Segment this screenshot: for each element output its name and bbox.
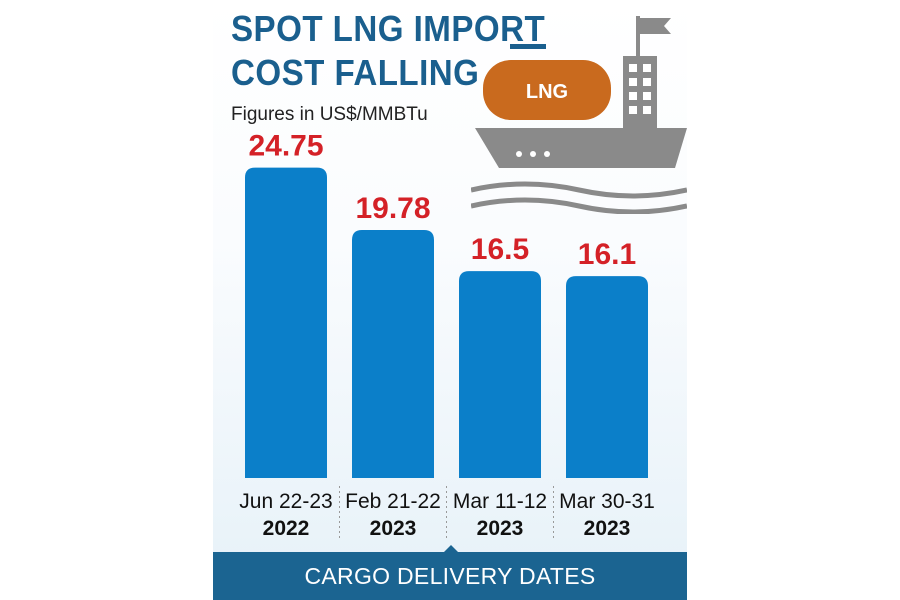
footer-notch (443, 545, 459, 553)
bar-2 (352, 229, 434, 478)
infographic-panel: SPOT LNG IMPORT COST FALLING Figures in … (213, 0, 687, 600)
value-label-4: 16.1 (578, 238, 636, 271)
lng-tank-label: LNG (526, 81, 568, 103)
wave-line-1 (471, 181, 687, 199)
category-dates-label-2: Feb 21-22 (345, 490, 441, 513)
title-line-1: SPOT LNG IMPORT (231, 8, 546, 49)
title-underscore (510, 44, 546, 49)
category-year-label-2: 2023 (370, 517, 417, 540)
category-year-label-1: 2022 (263, 517, 310, 540)
ship-hull (475, 128, 687, 168)
title-line-2: COST FALLING (231, 52, 480, 93)
category-year-label-4: 2023 (584, 517, 631, 540)
bridge-windows (629, 64, 651, 114)
bar-1 (245, 167, 327, 478)
value-label-2: 19.78 (355, 192, 430, 225)
category-dates-label-1: Jun 22-23 (239, 490, 332, 513)
category-year-label-3: 2023 (477, 517, 524, 540)
category-dates-label-4: Mar 30-31 (559, 490, 655, 513)
value-label-3: 16.5 (471, 233, 529, 266)
wave-line-2 (471, 197, 687, 214)
lng-tank (483, 60, 611, 120)
bar-chart: 24.75 Jun 22-23 2022 19.78 Feb 21-22 2023 16.5… (239, 130, 655, 540)
hull-portholes (516, 151, 550, 157)
subtitle: Figures in US$/MMBTu (231, 104, 428, 125)
lng-ship-illustration: LNG (471, 16, 687, 214)
bar-4 (566, 276, 648, 478)
value-label-1: 24.75 (248, 130, 323, 163)
flag-icon (640, 18, 671, 34)
ship-bridge (623, 56, 657, 128)
flag-pole (636, 16, 640, 60)
bar-3 (459, 271, 541, 478)
x-axis-title: CARGO DELIVERY DATES (213, 552, 687, 600)
category-dates-label-3: Mar 11-12 (453, 490, 547, 513)
